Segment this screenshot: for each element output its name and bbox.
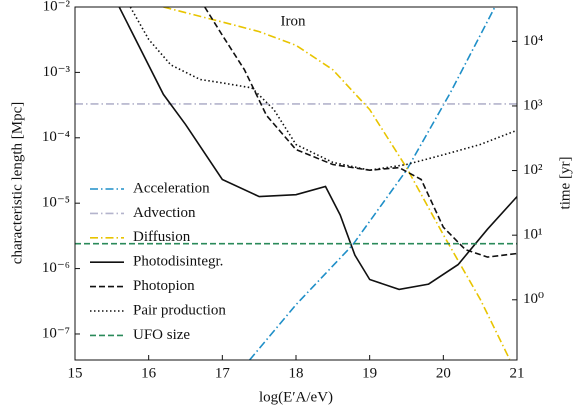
y-tick-label: 10⁻³ [43, 64, 71, 80]
series-line [118, 7, 517, 291]
y2-tick-label: 10⁰ [523, 291, 544, 307]
y-tick-label: 10⁻² [43, 0, 71, 14]
y-tick-label: 10⁻⁴ [42, 129, 70, 145]
x-tick-label: 21 [510, 365, 525, 381]
legend-label: UFO size [133, 327, 190, 343]
y-tick-label: 10⁻⁶ [42, 260, 70, 276]
legend-label: Acceleration [133, 180, 210, 196]
x-tick-label: 15 [68, 365, 83, 381]
legend-label: Pair production [133, 302, 226, 318]
series-line [163, 7, 511, 360]
x-tick-label: 16 [141, 365, 157, 381]
y-tick-label: 10⁻⁷ [42, 325, 70, 341]
x-axis-label: log(E′A/eV) [259, 389, 333, 405]
y-axis-label: characteristic length [Mpc] [9, 102, 25, 264]
y2-tick-label: 10⁴ [523, 33, 543, 49]
series-line [248, 7, 496, 360]
legend-label: Diffusion [133, 229, 191, 245]
legend-label: Photodisintegr. [133, 254, 223, 270]
series-line [129, 7, 517, 172]
y2-tick-label: 10¹ [523, 227, 543, 243]
series-line [204, 7, 517, 258]
y-tick-label: 10⁻⁵ [42, 195, 70, 211]
chart-title: Iron [281, 13, 306, 29]
y2-axis-label: time [yr] [557, 157, 573, 210]
x-tick-label: 20 [436, 365, 451, 381]
x-tick-label: 17 [215, 365, 231, 381]
x-tick-label: 18 [289, 365, 304, 381]
plot-lines [75, 7, 517, 360]
legend-label: Photopion [133, 278, 195, 294]
y2-tick-label: 10³ [523, 97, 543, 113]
y2-tick-label: 10² [523, 162, 543, 178]
x-tick-label: 19 [362, 365, 377, 381]
legend-label: Advection [133, 205, 196, 221]
